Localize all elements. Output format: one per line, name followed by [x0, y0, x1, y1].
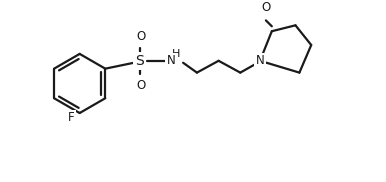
Text: O: O [261, 1, 271, 14]
Text: N: N [256, 54, 264, 67]
Text: O: O [136, 79, 146, 92]
Text: N: N [167, 54, 176, 67]
Text: S: S [135, 54, 144, 68]
Text: O: O [136, 30, 146, 43]
Text: H: H [172, 49, 180, 59]
Text: F: F [68, 111, 74, 124]
